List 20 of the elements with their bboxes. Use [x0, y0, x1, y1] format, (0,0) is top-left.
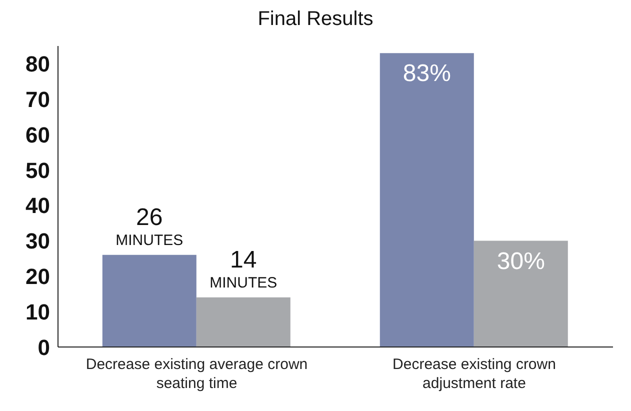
- y-tick-label: 50: [26, 158, 50, 183]
- bar: [196, 297, 290, 347]
- bar: [474, 240, 568, 347]
- y-tick-label: 70: [26, 86, 50, 112]
- chart-title: Final Results: [256, 8, 374, 32]
- bar: [380, 53, 474, 347]
- y-tick-label: 10: [26, 299, 50, 324]
- x-tick-label: Decrease existing average crown seating time: [86, 356, 308, 392]
- x-tick-label: Decrease existing crown adjustment rate: [392, 356, 556, 392]
- data-label: 30%: [496, 248, 545, 275]
- data-label: 83%: [402, 60, 451, 88]
- data-label: 26 MINUTES: [116, 204, 184, 249]
- y-tick-label: 30: [26, 228, 50, 254]
- y-tick-label: 60: [26, 122, 50, 148]
- y-tick-label: 20: [26, 264, 50, 289]
- y-tick-label: 0: [38, 334, 50, 360]
- data-label: 14 MINUTES: [210, 246, 278, 292]
- y-tick-label: 80: [26, 52, 50, 77]
- bar: [102, 254, 196, 347]
- y-tick-label: 40: [26, 193, 50, 218]
